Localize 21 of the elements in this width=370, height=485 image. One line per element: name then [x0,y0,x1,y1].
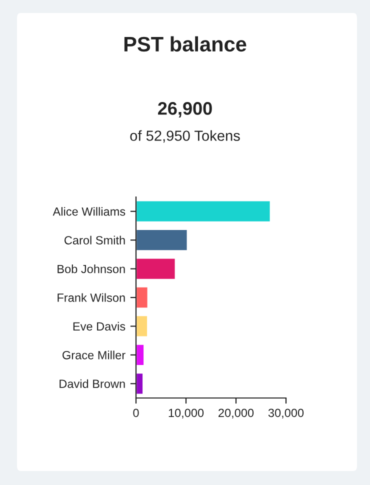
text: of 52,950 Tokens [130,130,240,143]
bar [136,257,176,280]
x-tick-label: 0 [133,408,139,418]
y-tick-label: Bob Johnson [58,264,125,274]
y-tick-label: Grace Miller [62,350,126,360]
bar [136,286,149,309]
bar [136,314,148,338]
y-tick-label: David Brown [60,379,125,388]
y-tick-label: Frank Wilson [58,293,125,302]
bar [136,200,272,223]
x-tick-label: 10,000 [168,408,204,418]
chart-title: PST balance [124,36,246,52]
y-tick-label: Carol Smith [64,236,125,244]
bar [136,343,145,366]
y-tick-label: Alice Williams [52,207,126,216]
chart-subtitle: 26,900 [158,102,212,118]
bar [136,228,188,252]
bar [136,372,144,396]
x-tick-label: 20,000 [218,408,254,418]
x-tick-label: 30,000 [268,408,304,418]
y-tick-label: Eve Davis [73,322,126,331]
